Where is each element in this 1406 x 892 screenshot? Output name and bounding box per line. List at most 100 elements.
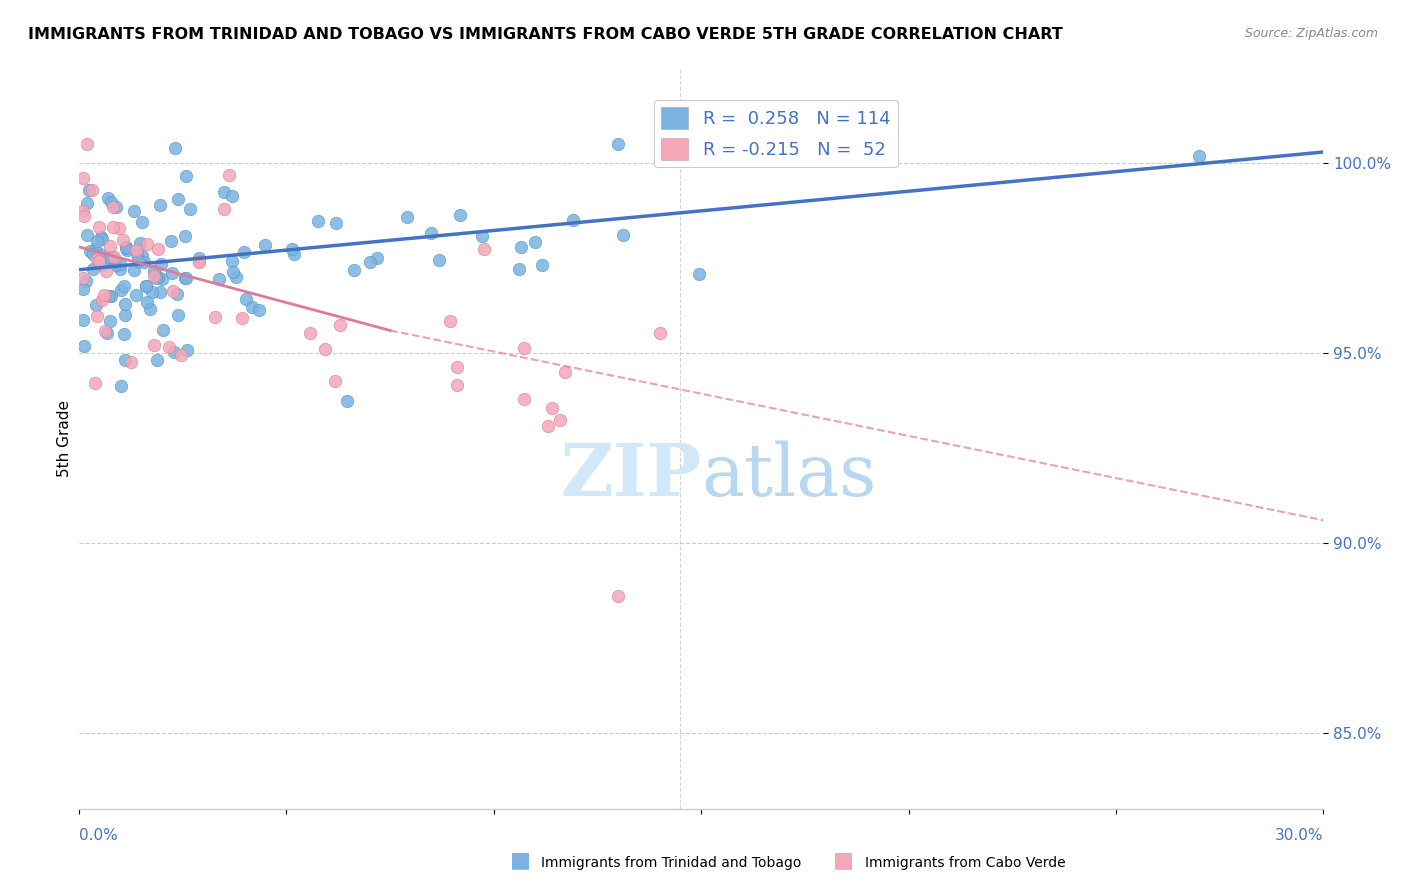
Point xyxy=(108,257,131,271)
Point xyxy=(607,589,630,603)
Point xyxy=(419,226,441,240)
Point xyxy=(163,344,186,359)
Point xyxy=(283,246,305,260)
Point xyxy=(607,137,630,152)
Point xyxy=(225,270,247,285)
Point xyxy=(163,141,186,155)
Text: 0.0%: 0.0% xyxy=(79,828,118,843)
Point xyxy=(79,183,101,197)
Point xyxy=(149,197,172,211)
Point xyxy=(146,352,169,367)
Point xyxy=(359,255,381,269)
Point xyxy=(208,271,231,285)
Point xyxy=(87,254,110,268)
Point xyxy=(135,278,157,293)
Point xyxy=(474,243,496,257)
Point xyxy=(73,209,96,223)
Point xyxy=(170,348,193,362)
Point xyxy=(90,230,112,244)
Point xyxy=(72,313,94,327)
Point xyxy=(329,318,352,332)
Point xyxy=(146,270,169,285)
Point xyxy=(187,253,209,268)
Point xyxy=(166,287,188,301)
Point xyxy=(91,293,114,308)
Point xyxy=(91,259,114,273)
Point xyxy=(73,339,96,353)
Point xyxy=(75,274,97,288)
Point xyxy=(150,272,173,286)
Point xyxy=(82,183,104,197)
Point xyxy=(93,288,115,302)
Point xyxy=(107,221,129,235)
Point xyxy=(135,279,157,293)
Point xyxy=(86,235,108,249)
Point xyxy=(524,235,547,249)
Point xyxy=(82,261,104,276)
Point xyxy=(253,238,276,252)
Y-axis label: 5th Grade: 5th Grade xyxy=(58,401,72,477)
Point xyxy=(112,279,135,293)
Point xyxy=(114,308,136,322)
Point xyxy=(612,227,634,242)
Point xyxy=(103,255,125,269)
Point xyxy=(510,240,533,254)
Point xyxy=(91,232,114,246)
Point xyxy=(325,216,347,230)
Point xyxy=(323,375,346,389)
Point xyxy=(231,311,253,326)
Point xyxy=(100,194,122,209)
Point xyxy=(101,219,124,234)
Point xyxy=(86,252,108,266)
Text: 30.0%: 30.0% xyxy=(1275,828,1323,843)
Text: Immigrants from Cabo Verde: Immigrants from Cabo Verde xyxy=(865,855,1066,870)
Point xyxy=(103,252,125,266)
Point xyxy=(135,295,157,310)
Point xyxy=(240,300,263,314)
Point xyxy=(114,352,136,367)
Point xyxy=(124,287,146,301)
Point xyxy=(173,229,195,244)
Point xyxy=(176,343,198,358)
Point xyxy=(204,310,226,325)
Point xyxy=(446,359,468,374)
Point xyxy=(72,271,94,285)
Point xyxy=(98,289,121,303)
Point xyxy=(112,327,135,342)
Text: ■: ■ xyxy=(510,850,530,870)
Point xyxy=(174,169,197,184)
Point xyxy=(395,211,418,225)
Point xyxy=(446,377,468,392)
Point xyxy=(115,240,138,254)
Point xyxy=(89,247,111,261)
Point xyxy=(110,379,132,393)
Point xyxy=(145,271,167,285)
Point xyxy=(298,326,321,340)
Point xyxy=(307,214,329,228)
Point xyxy=(125,247,148,261)
Point xyxy=(174,271,197,285)
Point xyxy=(131,215,153,229)
Point xyxy=(648,326,671,341)
Point xyxy=(343,262,366,277)
Point xyxy=(98,251,121,265)
Point xyxy=(138,301,160,316)
Point xyxy=(98,239,121,253)
Point xyxy=(82,246,104,260)
Point xyxy=(508,262,530,277)
Point xyxy=(84,242,107,256)
Point xyxy=(160,234,183,248)
Point xyxy=(94,324,117,338)
Point xyxy=(314,342,336,356)
Point xyxy=(531,258,554,272)
Point xyxy=(100,250,122,264)
Point xyxy=(336,394,359,409)
Point xyxy=(76,228,98,243)
Point xyxy=(247,303,270,318)
Point xyxy=(72,171,94,186)
Point xyxy=(76,137,98,152)
Point xyxy=(162,266,184,280)
Point xyxy=(187,252,209,266)
Point xyxy=(212,202,235,216)
Point xyxy=(162,284,184,298)
